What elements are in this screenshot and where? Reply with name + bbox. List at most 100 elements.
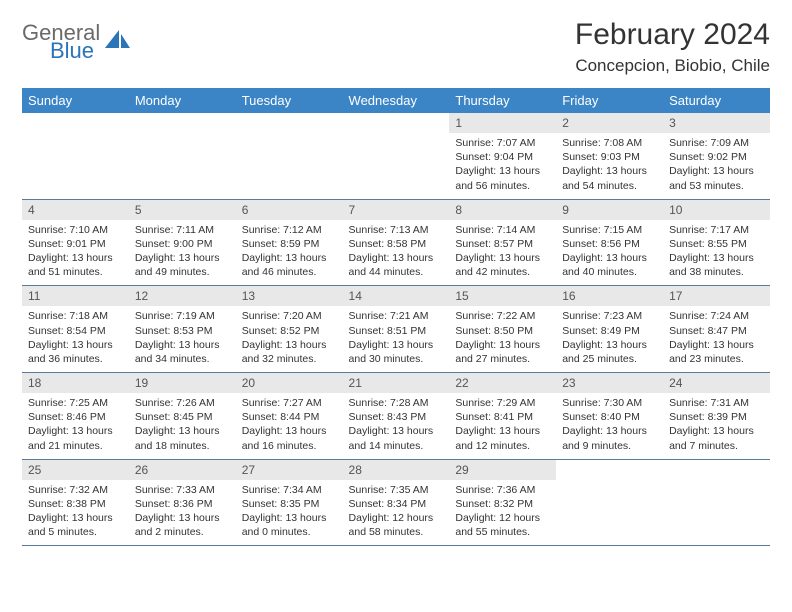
calendar-cell: 6Sunrise: 7:12 AMSunset: 8:59 PMDaylight…	[236, 199, 343, 286]
day-number: 12	[129, 286, 236, 306]
day-details: Sunrise: 7:18 AMSunset: 8:54 PMDaylight:…	[22, 306, 129, 372]
sunrise-line: Sunrise: 7:17 AM	[669, 223, 764, 237]
daylight-line: Daylight: 13 hours and 46 minutes.	[242, 251, 337, 279]
sunrise-line: Sunrise: 7:18 AM	[28, 309, 123, 323]
day-number: 10	[663, 200, 770, 220]
calendar-row: 1Sunrise: 7:07 AMSunset: 9:04 PMDaylight…	[22, 113, 770, 199]
daylight-line: Daylight: 13 hours and 27 minutes.	[455, 338, 550, 366]
sunset-line: Sunset: 8:54 PM	[28, 324, 123, 338]
day-number: 28	[343, 460, 450, 480]
day-details: Sunrise: 7:30 AMSunset: 8:40 PMDaylight:…	[556, 393, 663, 459]
header-row: General Blue February 2024 Concepcion, B…	[22, 18, 770, 76]
calendar-table: Sunday Monday Tuesday Wednesday Thursday…	[22, 88, 770, 546]
daylight-line: Daylight: 12 hours and 58 minutes.	[349, 511, 444, 539]
day-number: 7	[343, 200, 450, 220]
calendar-cell: 11Sunrise: 7:18 AMSunset: 8:54 PMDayligh…	[22, 286, 129, 373]
day-details: Sunrise: 7:21 AMSunset: 8:51 PMDaylight:…	[343, 306, 450, 372]
daylight-line: Daylight: 13 hours and 23 minutes.	[669, 338, 764, 366]
calendar-cell: 12Sunrise: 7:19 AMSunset: 8:53 PMDayligh…	[129, 286, 236, 373]
calendar-cell: 2Sunrise: 7:08 AMSunset: 9:03 PMDaylight…	[556, 113, 663, 199]
sunrise-line: Sunrise: 7:25 AM	[28, 396, 123, 410]
sunrise-line: Sunrise: 7:28 AM	[349, 396, 444, 410]
day-number: 13	[236, 286, 343, 306]
calendar-row: 4Sunrise: 7:10 AMSunset: 9:01 PMDaylight…	[22, 199, 770, 286]
day-number: 27	[236, 460, 343, 480]
daylight-line: Daylight: 13 hours and 21 minutes.	[28, 424, 123, 452]
sunset-line: Sunset: 8:53 PM	[135, 324, 230, 338]
daylight-line: Daylight: 13 hours and 38 minutes.	[669, 251, 764, 279]
day-details: Sunrise: 7:26 AMSunset: 8:45 PMDaylight:…	[129, 393, 236, 459]
weekday-header: Monday	[129, 88, 236, 113]
calendar-cell: 15Sunrise: 7:22 AMSunset: 8:50 PMDayligh…	[449, 286, 556, 373]
calendar-cell: 7Sunrise: 7:13 AMSunset: 8:58 PMDaylight…	[343, 199, 450, 286]
day-details: Sunrise: 7:29 AMSunset: 8:41 PMDaylight:…	[449, 393, 556, 459]
weekday-header: Tuesday	[236, 88, 343, 113]
sunrise-line: Sunrise: 7:33 AM	[135, 483, 230, 497]
title-block: February 2024 Concepcion, Biobio, Chile	[575, 18, 770, 76]
sunset-line: Sunset: 8:35 PM	[242, 497, 337, 511]
day-number: 11	[22, 286, 129, 306]
sunset-line: Sunset: 8:58 PM	[349, 237, 444, 251]
calendar-cell: 21Sunrise: 7:28 AMSunset: 8:43 PMDayligh…	[343, 373, 450, 460]
weekday-header: Sunday	[22, 88, 129, 113]
day-number: 15	[449, 286, 556, 306]
weekday-header: Saturday	[663, 88, 770, 113]
day-details: Sunrise: 7:23 AMSunset: 8:49 PMDaylight:…	[556, 306, 663, 372]
sunrise-line: Sunrise: 7:07 AM	[455, 136, 550, 150]
day-details: Sunrise: 7:22 AMSunset: 8:50 PMDaylight:…	[449, 306, 556, 372]
sunrise-line: Sunrise: 7:34 AM	[242, 483, 337, 497]
day-details: Sunrise: 7:33 AMSunset: 8:36 PMDaylight:…	[129, 480, 236, 546]
day-details: Sunrise: 7:28 AMSunset: 8:43 PMDaylight:…	[343, 393, 450, 459]
daylight-line: Daylight: 12 hours and 55 minutes.	[455, 511, 550, 539]
day-details: Sunrise: 7:13 AMSunset: 8:58 PMDaylight:…	[343, 220, 450, 286]
sunrise-line: Sunrise: 7:15 AM	[562, 223, 657, 237]
weekday-header-row: Sunday Monday Tuesday Wednesday Thursday…	[22, 88, 770, 113]
daylight-line: Daylight: 13 hours and 25 minutes.	[562, 338, 657, 366]
calendar-cell	[129, 113, 236, 199]
sunset-line: Sunset: 8:36 PM	[135, 497, 230, 511]
day-details: Sunrise: 7:09 AMSunset: 9:02 PMDaylight:…	[663, 133, 770, 199]
sunset-line: Sunset: 8:52 PM	[242, 324, 337, 338]
calendar-cell: 29Sunrise: 7:36 AMSunset: 8:32 PMDayligh…	[449, 459, 556, 546]
sunrise-line: Sunrise: 7:36 AM	[455, 483, 550, 497]
sunset-line: Sunset: 8:39 PM	[669, 410, 764, 424]
day-number: 3	[663, 113, 770, 133]
daylight-line: Daylight: 13 hours and 40 minutes.	[562, 251, 657, 279]
sunset-line: Sunset: 8:41 PM	[455, 410, 550, 424]
day-number: 16	[556, 286, 663, 306]
sunrise-line: Sunrise: 7:13 AM	[349, 223, 444, 237]
sunrise-line: Sunrise: 7:10 AM	[28, 223, 123, 237]
sunrise-line: Sunrise: 7:23 AM	[562, 309, 657, 323]
day-number: 25	[22, 460, 129, 480]
calendar-cell	[236, 113, 343, 199]
location-subtitle: Concepcion, Biobio, Chile	[575, 56, 770, 76]
day-number: 5	[129, 200, 236, 220]
calendar-cell: 17Sunrise: 7:24 AMSunset: 8:47 PMDayligh…	[663, 286, 770, 373]
daylight-line: Daylight: 13 hours and 51 minutes.	[28, 251, 123, 279]
day-details: Sunrise: 7:32 AMSunset: 8:38 PMDaylight:…	[22, 480, 129, 546]
sunset-line: Sunset: 8:32 PM	[455, 497, 550, 511]
day-details: Sunrise: 7:14 AMSunset: 8:57 PMDaylight:…	[449, 220, 556, 286]
sunset-line: Sunset: 8:55 PM	[669, 237, 764, 251]
brand-word-2: Blue	[50, 40, 100, 62]
sunrise-line: Sunrise: 7:08 AM	[562, 136, 657, 150]
daylight-line: Daylight: 13 hours and 49 minutes.	[135, 251, 230, 279]
sunset-line: Sunset: 9:01 PM	[28, 237, 123, 251]
calendar-cell: 16Sunrise: 7:23 AMSunset: 8:49 PMDayligh…	[556, 286, 663, 373]
day-details: Sunrise: 7:24 AMSunset: 8:47 PMDaylight:…	[663, 306, 770, 372]
daylight-line: Daylight: 13 hours and 7 minutes.	[669, 424, 764, 452]
weekday-header: Thursday	[449, 88, 556, 113]
daylight-line: Daylight: 13 hours and 5 minutes.	[28, 511, 123, 539]
sunset-line: Sunset: 8:44 PM	[242, 410, 337, 424]
daylight-line: Daylight: 13 hours and 2 minutes.	[135, 511, 230, 539]
day-number: 23	[556, 373, 663, 393]
day-details: Sunrise: 7:10 AMSunset: 9:01 PMDaylight:…	[22, 220, 129, 286]
sunrise-line: Sunrise: 7:35 AM	[349, 483, 444, 497]
day-details: Sunrise: 7:15 AMSunset: 8:56 PMDaylight:…	[556, 220, 663, 286]
calendar-cell: 9Sunrise: 7:15 AMSunset: 8:56 PMDaylight…	[556, 199, 663, 286]
calendar-cell: 26Sunrise: 7:33 AMSunset: 8:36 PMDayligh…	[129, 459, 236, 546]
sunset-line: Sunset: 8:45 PM	[135, 410, 230, 424]
daylight-line: Daylight: 13 hours and 9 minutes.	[562, 424, 657, 452]
calendar-cell: 27Sunrise: 7:34 AMSunset: 8:35 PMDayligh…	[236, 459, 343, 546]
day-details: Sunrise: 7:08 AMSunset: 9:03 PMDaylight:…	[556, 133, 663, 199]
